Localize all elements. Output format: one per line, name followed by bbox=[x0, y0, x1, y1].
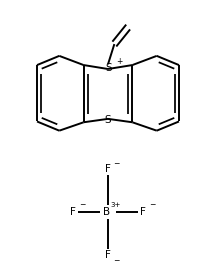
Text: B: B bbox=[103, 207, 110, 217]
Text: −: − bbox=[113, 159, 119, 168]
Text: 3+: 3+ bbox=[111, 202, 121, 208]
Text: S: S bbox=[106, 64, 112, 73]
Text: −: − bbox=[149, 200, 156, 209]
Text: F: F bbox=[140, 207, 146, 217]
Text: F: F bbox=[105, 250, 111, 260]
Text: F: F bbox=[105, 164, 111, 174]
Text: S: S bbox=[105, 115, 111, 125]
Text: +: + bbox=[116, 57, 123, 66]
Text: F: F bbox=[70, 207, 76, 217]
Text: −: − bbox=[113, 256, 119, 265]
Text: −: − bbox=[79, 200, 86, 209]
